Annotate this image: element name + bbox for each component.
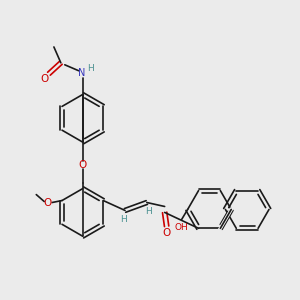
Text: O: O xyxy=(41,74,49,84)
Text: O: O xyxy=(43,197,51,208)
Text: OH: OH xyxy=(175,223,189,232)
Text: O: O xyxy=(79,160,87,170)
Text: H: H xyxy=(120,215,126,224)
Text: O: O xyxy=(163,228,171,238)
Text: H: H xyxy=(146,207,152,216)
Text: N: N xyxy=(78,68,85,78)
Text: H: H xyxy=(87,64,94,73)
